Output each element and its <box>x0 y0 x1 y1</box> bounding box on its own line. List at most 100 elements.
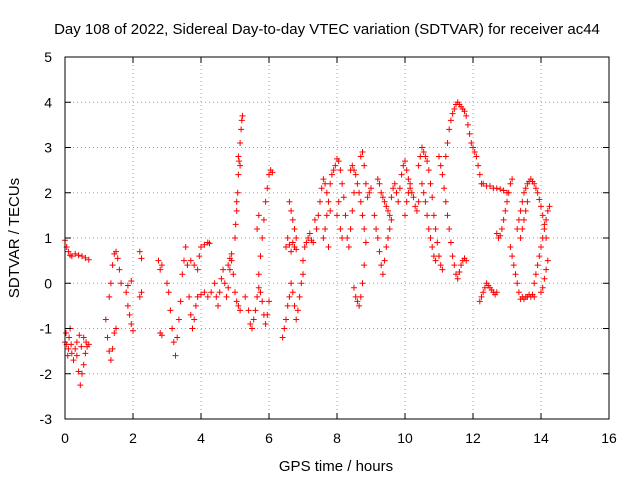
data-point <box>522 185 529 192</box>
data-point <box>339 235 346 241</box>
data-point <box>417 153 424 160</box>
data-point <box>198 291 204 298</box>
data-point <box>415 162 422 169</box>
data-point <box>420 189 427 196</box>
data-point <box>107 280 114 287</box>
data-point <box>266 298 272 305</box>
data-point <box>232 235 238 241</box>
grid-lines <box>65 57 609 419</box>
data-point <box>174 334 181 341</box>
data-point <box>534 189 541 196</box>
data-point <box>186 293 193 300</box>
data-point <box>138 255 145 262</box>
x-axis-label: GPS time / hours <box>279 458 393 475</box>
data-point <box>335 158 342 165</box>
data-point <box>109 262 116 269</box>
data-point <box>427 235 434 241</box>
data-point <box>403 198 410 205</box>
data-point <box>509 176 516 183</box>
data-point <box>507 180 514 187</box>
data-point <box>238 117 245 124</box>
data-point <box>344 235 351 241</box>
data-point <box>449 253 456 260</box>
data-point <box>351 167 357 174</box>
y-tick-label: -1 <box>40 321 53 337</box>
data-point <box>254 225 261 232</box>
data-point <box>114 255 121 262</box>
data-point <box>322 180 329 187</box>
data-point <box>216 289 223 296</box>
data-point <box>136 293 143 300</box>
data-point <box>519 225 526 232</box>
data-point <box>531 293 538 300</box>
data-point <box>419 180 425 187</box>
data-point <box>70 357 77 364</box>
data-point <box>398 171 405 178</box>
data-point <box>315 212 322 219</box>
data-point <box>451 106 458 113</box>
data-point <box>233 298 240 305</box>
data-point <box>113 248 119 255</box>
data-point <box>534 262 541 269</box>
data-point <box>470 144 476 151</box>
data-point <box>234 189 241 196</box>
data-point <box>106 348 113 355</box>
data-point <box>281 325 288 332</box>
data-point <box>340 194 347 201</box>
data-point <box>255 271 262 278</box>
data-point <box>78 343 85 350</box>
data-point <box>305 235 312 241</box>
data-point <box>432 225 439 232</box>
data-point <box>498 225 505 232</box>
data-point <box>317 198 323 205</box>
x-tick-label: 16 <box>601 430 617 446</box>
data-point <box>206 240 213 247</box>
data-point <box>264 311 271 318</box>
data-point <box>249 325 255 332</box>
data-point <box>63 330 70 337</box>
data-point <box>85 256 92 263</box>
data-point <box>68 341 75 348</box>
data-point <box>473 153 480 160</box>
data-point <box>463 257 470 264</box>
data-point <box>262 320 269 327</box>
data-point <box>296 293 303 300</box>
data-point <box>405 189 412 196</box>
data-point <box>283 244 289 251</box>
data-point <box>437 262 444 269</box>
data-point <box>235 171 242 178</box>
data-point <box>458 262 465 269</box>
data-point <box>357 293 364 300</box>
data-point <box>109 345 116 352</box>
data-point <box>444 212 451 219</box>
data-point <box>250 316 257 323</box>
data-point <box>230 271 237 278</box>
data-point <box>359 212 366 219</box>
data-point <box>211 280 218 287</box>
data-point <box>337 225 344 232</box>
data-point <box>323 189 330 196</box>
data-point <box>291 225 298 232</box>
data-point <box>303 239 310 246</box>
data-point <box>113 325 119 332</box>
data-point <box>294 307 301 314</box>
data-point <box>238 126 245 133</box>
data-point <box>181 257 187 264</box>
data-point <box>349 207 356 214</box>
data-point <box>361 262 368 269</box>
y-tick-label: 0 <box>44 275 52 291</box>
data-point <box>300 271 306 278</box>
data-point <box>368 185 374 192</box>
data-point <box>237 162 244 169</box>
data-point <box>405 176 412 183</box>
data-point <box>446 126 453 133</box>
data-point <box>425 167 432 174</box>
data-point <box>439 171 446 178</box>
data-point <box>385 235 391 241</box>
data-point <box>427 180 434 187</box>
data-point <box>118 280 125 287</box>
data-point <box>116 266 123 273</box>
data-point <box>215 302 221 309</box>
data-point <box>347 225 354 232</box>
